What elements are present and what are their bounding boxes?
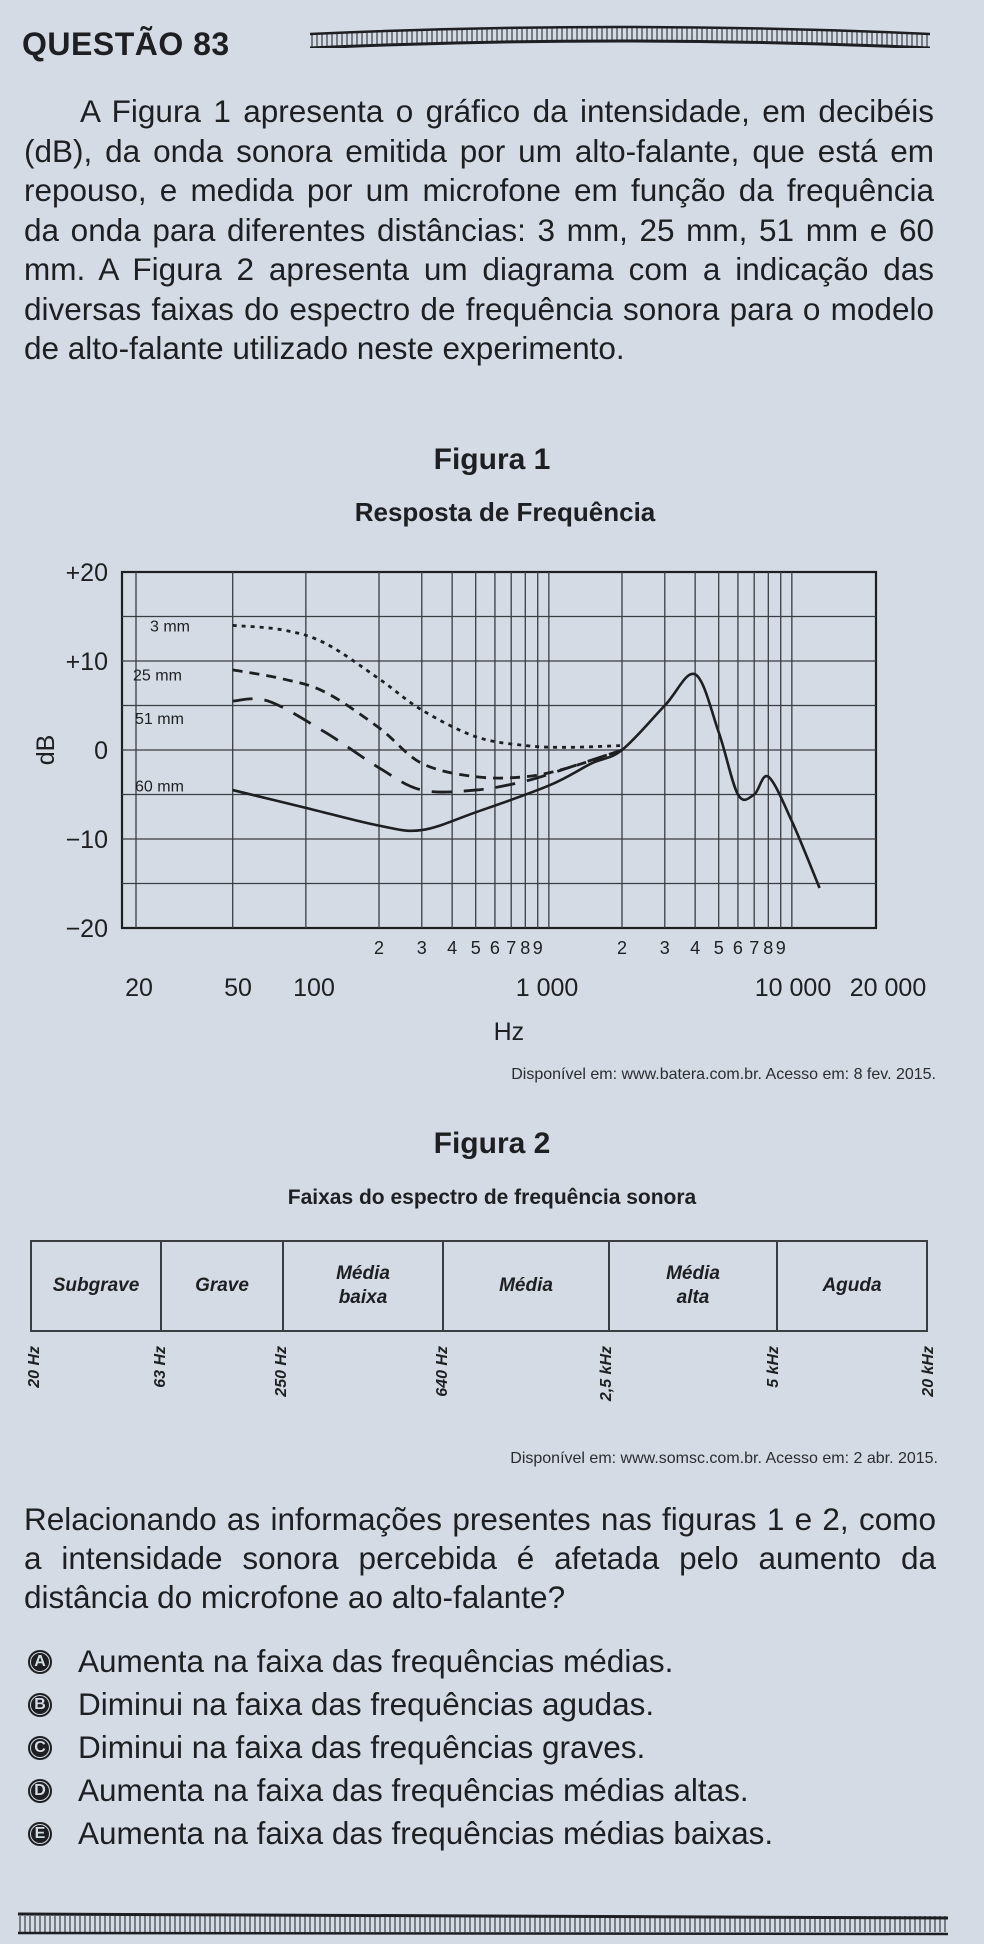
intro-paragraph: A Figura 1 apresenta o gráfico da intens… (24, 92, 934, 369)
figure2-source: Disponível em: www.somsc.com.br. Acesso … (510, 1450, 938, 1467)
chart-title: Resposta de Frequência (354, 497, 656, 527)
option-c[interactable]: C Diminui na faixa das frequências grave… (22, 1726, 962, 1769)
option-text: Diminui na faixa das frequências graves. (78, 1729, 646, 1765)
option-text: Diminui na faixa das frequências agudas. (78, 1686, 655, 1722)
option-letter-badge: D (28, 1778, 52, 1803)
decorative-footer-bar (18, 1912, 948, 1936)
figure2-label: Figura 2 (433, 1127, 551, 1160)
x-minor-tick-label: 8 (520, 938, 530, 958)
option-letter-badge: A (28, 1649, 52, 1674)
band-media-baixa: Média baixa (284, 1242, 444, 1330)
y-tick-label: −20 (66, 915, 108, 943)
x-minor-tick-label: 3 (417, 938, 427, 958)
option-letter-badge: C (28, 1735, 52, 1760)
figure1-source: Disponível em: www.batera.com.br. Acesso… (511, 1066, 936, 1083)
option-e[interactable]: E Aumenta na faixa das frequências média… (22, 1812, 962, 1855)
x-axis-label: Hz (494, 1018, 525, 1046)
curve-label: 51 mm (135, 711, 184, 728)
option-a[interactable]: A Aumenta na faixa das frequências média… (22, 1640, 962, 1683)
band-media: Média (444, 1242, 610, 1330)
band-tick-250hz: 250 Hz (273, 1346, 290, 1397)
curve-label: 60 mm (135, 779, 184, 796)
band-aguda: Aguda (822, 1275, 882, 1296)
x-minor-tick-label: 6 (733, 938, 743, 958)
x-minor-tick-label: 2 (617, 938, 627, 958)
x-major-tick-label: 20 (125, 974, 153, 1002)
y-tick-label: 0 (94, 737, 108, 765)
x-minor-tick-label: 7 (506, 938, 516, 958)
decorative-header-bar (310, 25, 930, 48)
band-tick-640hz: 640 Hz (434, 1346, 451, 1397)
x-minor-tick-label: 2 (374, 938, 384, 958)
band-media-alta: Média alta (610, 1242, 778, 1330)
x-minor-tick-label: 6 (490, 938, 500, 958)
option-letter-badge: B (28, 1692, 52, 1717)
x-major-tick-label: 20 000 (850, 974, 926, 1002)
x-minor-tick-label: 4 (447, 938, 457, 958)
band-subgrave: Subgrave (32, 1242, 162, 1330)
x-minor-tick-label: 8 (763, 938, 773, 958)
band-tick-5khz: 5 kHz (765, 1346, 782, 1388)
frequency-bands-diagram: Subgrave Grave Média baixa Média Média a… (30, 1240, 928, 1332)
option-b[interactable]: B Diminui na faixa das frequências aguda… (22, 1683, 962, 1726)
x-minor-tick-label: 9 (533, 938, 543, 958)
x-minor-tick-label: 9 (776, 938, 786, 958)
option-text: Aumenta na faixa das frequências médias. (78, 1643, 674, 1679)
option-text: Aumenta na faixa das frequências médias … (78, 1772, 749, 1808)
x-minor-tick-label: 7 (749, 938, 759, 958)
series-3-mm (232, 624, 623, 749)
answer-options: A Aumenta na faixa das frequências média… (22, 1640, 962, 1855)
series-60-mm (232, 672, 821, 889)
question-prompt: Relacionando as informações presentes na… (24, 1501, 936, 1615)
curve-label: 3 mm (150, 618, 190, 635)
figure2-title: Faixas do espectro de frequência sonora (287, 1186, 697, 1209)
series-25-mm (232, 668, 623, 780)
x-major-tick-label: 10 000 (755, 974, 831, 1002)
y-tick-label: +10 (66, 648, 108, 676)
band-grave: Grave (162, 1242, 284, 1330)
curve-label: 25 mm (133, 667, 182, 684)
x-minor-tick-label: 5 (471, 938, 481, 958)
band-tick-20hz: 20 Hz (26, 1346, 43, 1388)
intro-text: A Figura 1 apresenta o gráfico da intens… (24, 93, 934, 366)
x-major-tick-label: 50 (224, 974, 252, 1002)
x-minor-tick-label: 5 (714, 938, 724, 958)
option-letter-badge: E (28, 1821, 52, 1846)
band-tick-20khz: 20 kHz (920, 1346, 937, 1397)
band-tick-2500hz: 2,5 kHz (598, 1346, 615, 1402)
x-minor-tick-label: 4 (690, 938, 700, 958)
figure1-label: Figura 1 (433, 443, 551, 476)
question-number: QUESTÃO 83 (22, 26, 230, 62)
option-text: Aumenta na faixa das frequências médias … (78, 1815, 774, 1851)
y-tick-label: −10 (66, 826, 108, 854)
x-major-tick-label: 1 000 (516, 974, 579, 1002)
option-d[interactable]: D Aumenta na faixa das frequências média… (22, 1769, 962, 1812)
x-major-tick-label: 100 (293, 974, 335, 1002)
y-tick-label: +20 (66, 559, 108, 587)
band-tick-63hz: 63 Hz (152, 1346, 169, 1388)
y-axis-label: dB (32, 735, 60, 766)
x-minor-tick-label: 3 (660, 938, 670, 958)
